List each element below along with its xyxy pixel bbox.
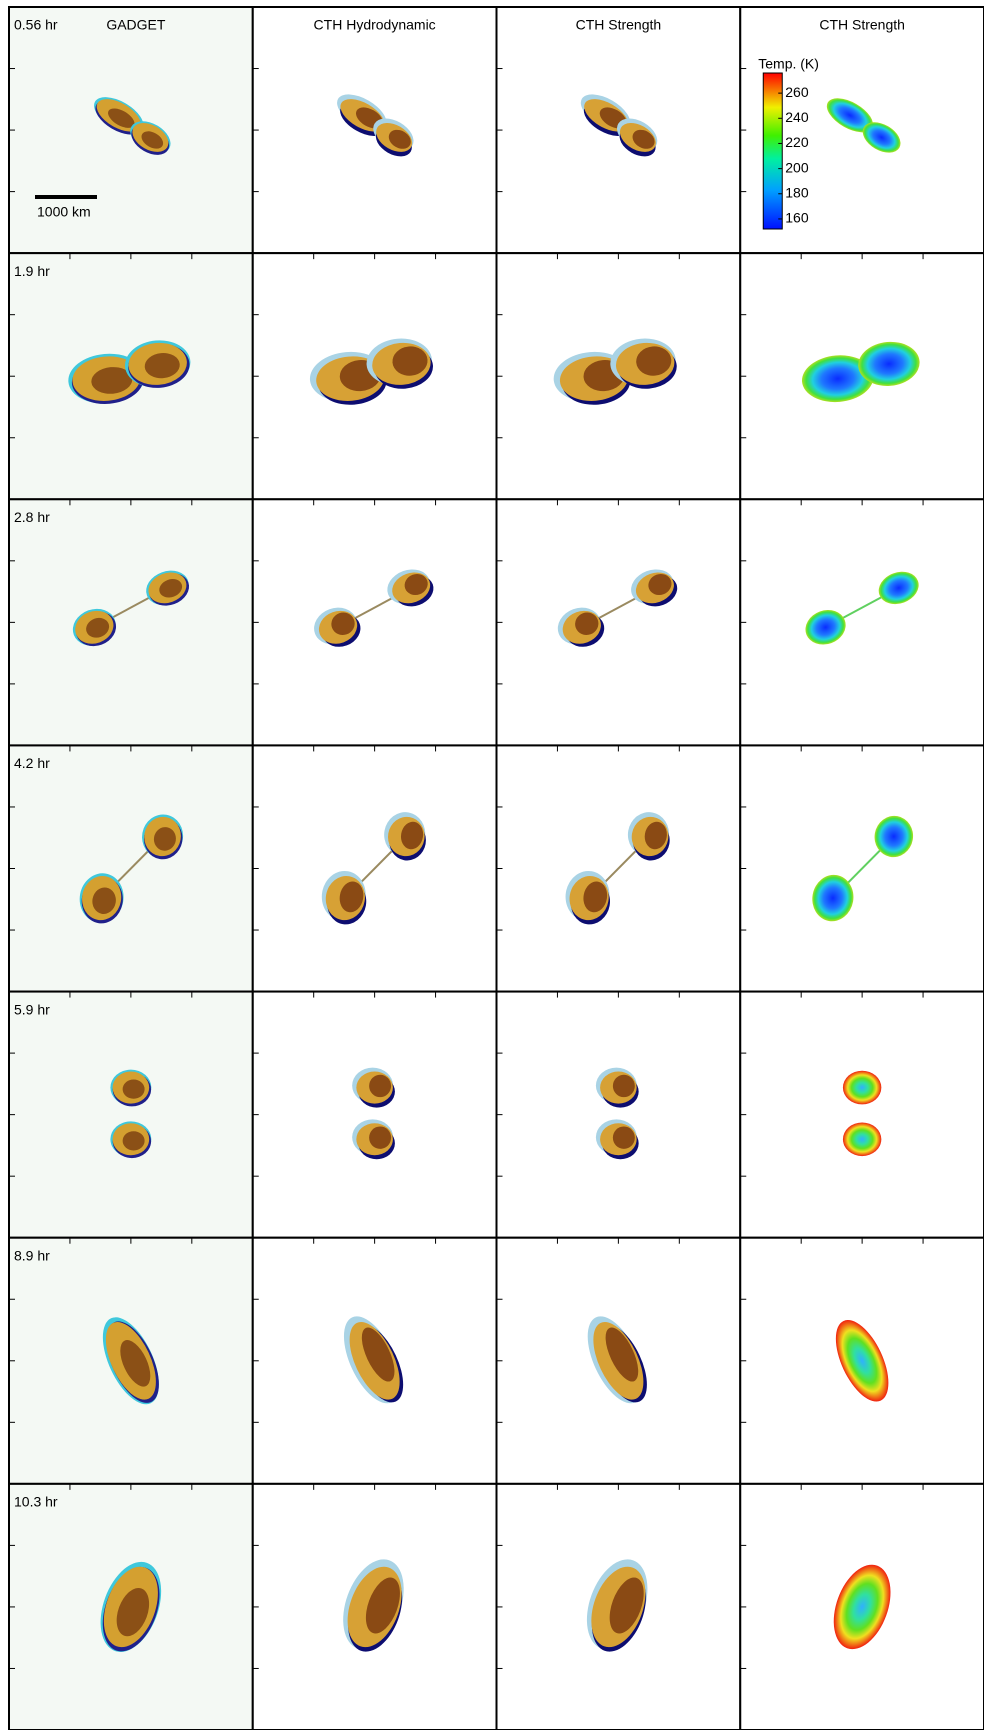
- body-blob: [123, 1131, 145, 1150]
- body-blob: [843, 1071, 881, 1105]
- colorbar-tick-label: 200: [785, 159, 809, 175]
- column-header: CTH Strength: [819, 17, 905, 33]
- body-blob: [369, 1075, 391, 1097]
- time-label: 0.56 hr: [14, 17, 58, 33]
- body-blob: [613, 1075, 635, 1097]
- column-header: GADGET: [106, 17, 166, 33]
- panel: [9, 992, 253, 1238]
- panel: [740, 992, 984, 1238]
- colorbar: [763, 73, 782, 229]
- column-header: CTH Hydrodynamic: [314, 17, 436, 33]
- time-label: 10.3 hr: [14, 1494, 58, 1510]
- colorbar-tick-label: 160: [785, 210, 809, 226]
- body-blob: [123, 1080, 145, 1099]
- time-label: 4.2 hr: [14, 755, 50, 771]
- panel: [497, 992, 741, 1238]
- colorbar-tick-label: 220: [785, 134, 809, 150]
- time-label: 2.8 hr: [14, 509, 50, 525]
- colorbar-title: Temp. (K): [758, 56, 819, 72]
- panel: [253, 499, 497, 745]
- body-blob: [613, 1126, 635, 1148]
- time-label: 8.9 hr: [14, 1247, 50, 1263]
- panel: [9, 499, 253, 745]
- time-label: 5.9 hr: [14, 1001, 50, 1017]
- scale-bar-label: 1000 km: [37, 204, 91, 220]
- panel: [253, 992, 497, 1238]
- figure: GADGET 0.56 hr CTH Hydrodynamic CTH Strengt…: [0, 0, 984, 1730]
- panel: [497, 499, 741, 745]
- panel: [740, 499, 984, 745]
- body-blob: [843, 1122, 881, 1156]
- column-header: CTH Strength: [576, 17, 662, 33]
- colorbar-tick-label: 240: [785, 109, 809, 125]
- body-blob: [369, 1126, 391, 1148]
- time-label: 1.9 hr: [14, 263, 50, 279]
- colorbar-tick-label: 180: [785, 184, 809, 200]
- colorbar-tick-label: 260: [785, 84, 809, 100]
